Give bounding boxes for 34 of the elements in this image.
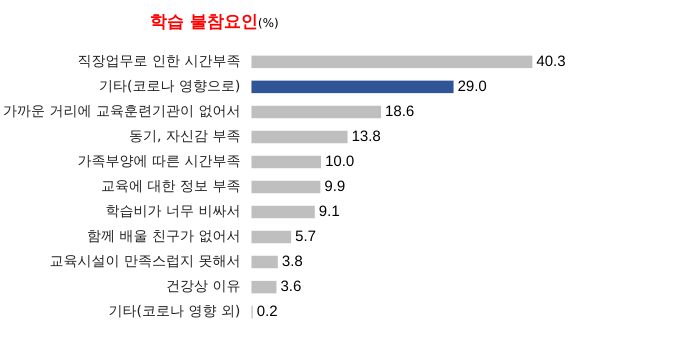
y-tick-label: 기타(코로나 영향 외) [108, 304, 240, 320]
data-label: 9.9 [324, 178, 346, 196]
data-label: 18.6 [385, 103, 414, 120]
bar [251, 230, 292, 244]
y-tick-label: 가까운 거리에 교육훈련기관이 없어서 [2, 104, 240, 120]
bar [251, 206, 315, 218]
y-tick-label: 함께 배울 친구가 없어서 [86, 228, 240, 245]
y-tick-label: 교육에 대한 정보 부족 [100, 178, 240, 195]
y-tick-label: 동기, 자신감 부족 [128, 128, 240, 145]
bar [251, 56, 532, 68]
bar [251, 180, 320, 194]
bar [251, 106, 382, 118]
data-label: 40.3 [536, 53, 566, 70]
data-label: 5.7 [295, 228, 316, 246]
bar [251, 256, 278, 268]
chart-title: 학습 불참요인 [150, 12, 258, 32]
y-tick-label: 건강상 이유 [166, 278, 240, 295]
y-tick-label: 직장업무로 인한 시간부족 [77, 54, 240, 70]
y-tick-label: 기타(코로나 영향으로) [98, 78, 240, 95]
bar [251, 280, 276, 294]
data-label: 9.1 [318, 203, 340, 220]
y-tick-label: 가족부양에 따른 시간부족 [77, 154, 240, 170]
data-label: 0.2 [256, 303, 278, 320]
data-label: 3.6 [280, 278, 302, 296]
bar [251, 156, 322, 168]
bar [251, 130, 348, 144]
y-tick-label: 학습비가 너무 비싸서 [105, 204, 240, 220]
data-label: 29.0 [458, 78, 487, 96]
data-label: 10.0 [325, 153, 354, 170]
data-label: 13.8 [352, 128, 381, 146]
data-label: 3.8 [282, 253, 303, 270]
chart-subtitle: (%) [258, 16, 279, 30]
y-tick-label: 교육시설이 만족스럽지 못해서 [49, 254, 240, 270]
bar [251, 80, 454, 94]
